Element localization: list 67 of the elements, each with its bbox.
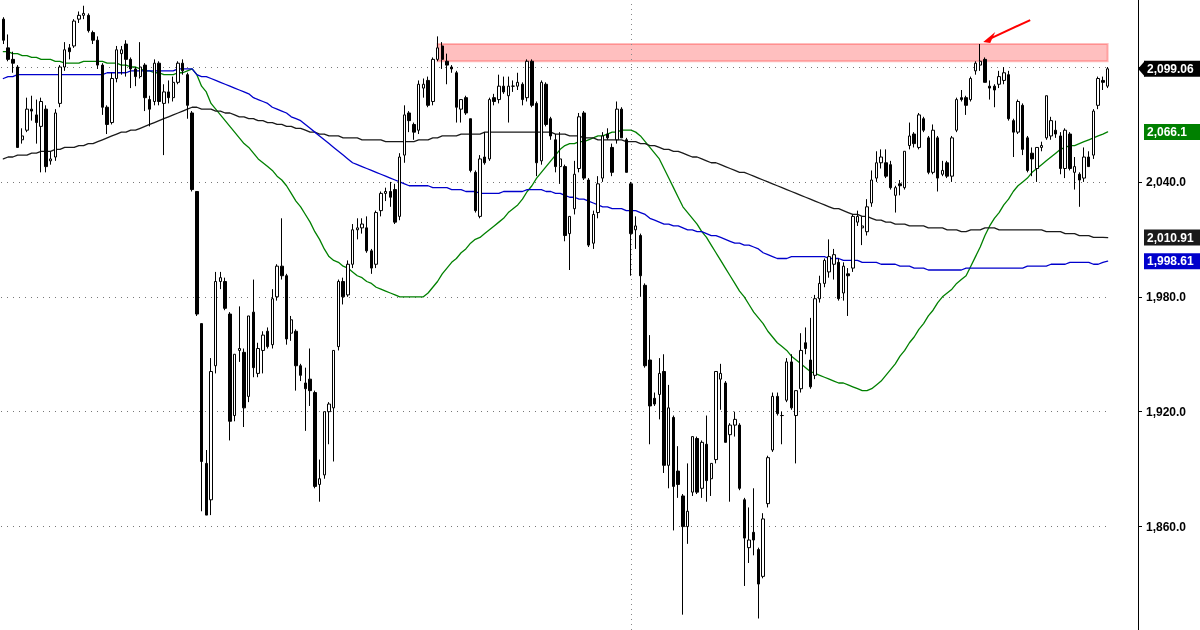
- line-series: [2, 51, 1109, 392]
- candlestick: [587, 177, 590, 248]
- candlestick: [77, 10, 81, 24]
- candlestick: [596, 175, 600, 219]
- candlestick: [974, 60, 977, 76]
- candlestick: [190, 110, 194, 192]
- candlestick: [710, 462, 713, 497]
- text: 2,010.91: [1147, 230, 1195, 245]
- candlestick: [516, 72, 519, 91]
- line-series: [2, 68, 1109, 271]
- candlestick: [993, 83, 996, 108]
- candlestick: [16, 64, 19, 148]
- candlestick: [592, 210, 595, 250]
- candlestick: [507, 76, 510, 124]
- candlestick: [54, 108, 57, 162]
- candlestick: [469, 118, 472, 173]
- candlestick: [780, 411, 784, 445]
- candlestick: [573, 160, 576, 215]
- text: 2,066.1: [1147, 124, 1188, 139]
- candlestick: [894, 185, 897, 214]
- candlestick: [200, 323, 203, 512]
- candlestick: [799, 332, 803, 394]
- candlestick: [870, 169, 873, 208]
- candlestick: [209, 357, 213, 516]
- text: 2,099.06: [1147, 61, 1195, 76]
- candlestick: [68, 43, 71, 60]
- y-tick-label: 2,040.0: [1146, 174, 1187, 189]
- candlestick: [955, 97, 958, 133]
- candlestick: [441, 41, 444, 70]
- candlestick: [450, 64, 453, 74]
- candlestick: [766, 455, 770, 508]
- candlestick: [1092, 108, 1095, 160]
- y-tick-label: 1,980.0: [1146, 289, 1187, 304]
- candlestick: [629, 181, 633, 277]
- candlestick: [554, 133, 557, 173]
- candlestick: [25, 97, 29, 133]
- text: 1,998.61: [1147, 254, 1195, 269]
- candlestick: [601, 131, 604, 183]
- candlestick: [804, 326, 807, 355]
- candlestick: [214, 271, 217, 374]
- candlestick: [87, 12, 90, 34]
- candlestick: [606, 127, 609, 141]
- candlestick: [988, 79, 991, 101]
- candlestick: [445, 53, 449, 85]
- candlestick: [776, 392, 779, 417]
- candlestick: [228, 311, 232, 441]
- candlestick: [21, 127, 24, 145]
- y-tick-label: 1,860.0: [1146, 519, 1187, 534]
- candlestick: [238, 305, 241, 363]
- candlestick: [771, 392, 774, 453]
- line-series: [2, 106, 1109, 239]
- candlestick: [615, 100, 619, 145]
- candlestick: [271, 288, 274, 350]
- candlestick: [851, 213, 855, 273]
- candlestick: [72, 18, 76, 49]
- candlestick: [743, 497, 746, 587]
- candlestick: [186, 72, 189, 120]
- candlestick: [2, 16, 5, 45]
- candlestick: [379, 190, 383, 217]
- candlestick: [134, 66, 137, 87]
- candlestick: [610, 143, 614, 177]
- y-tick-label: 1,920.0: [1146, 404, 1187, 419]
- candlestick: [195, 190, 199, 317]
- candlestick: [625, 137, 628, 173]
- candlestick: [639, 233, 642, 298]
- candlestick: [148, 95, 151, 127]
- candlestick: [785, 357, 788, 403]
